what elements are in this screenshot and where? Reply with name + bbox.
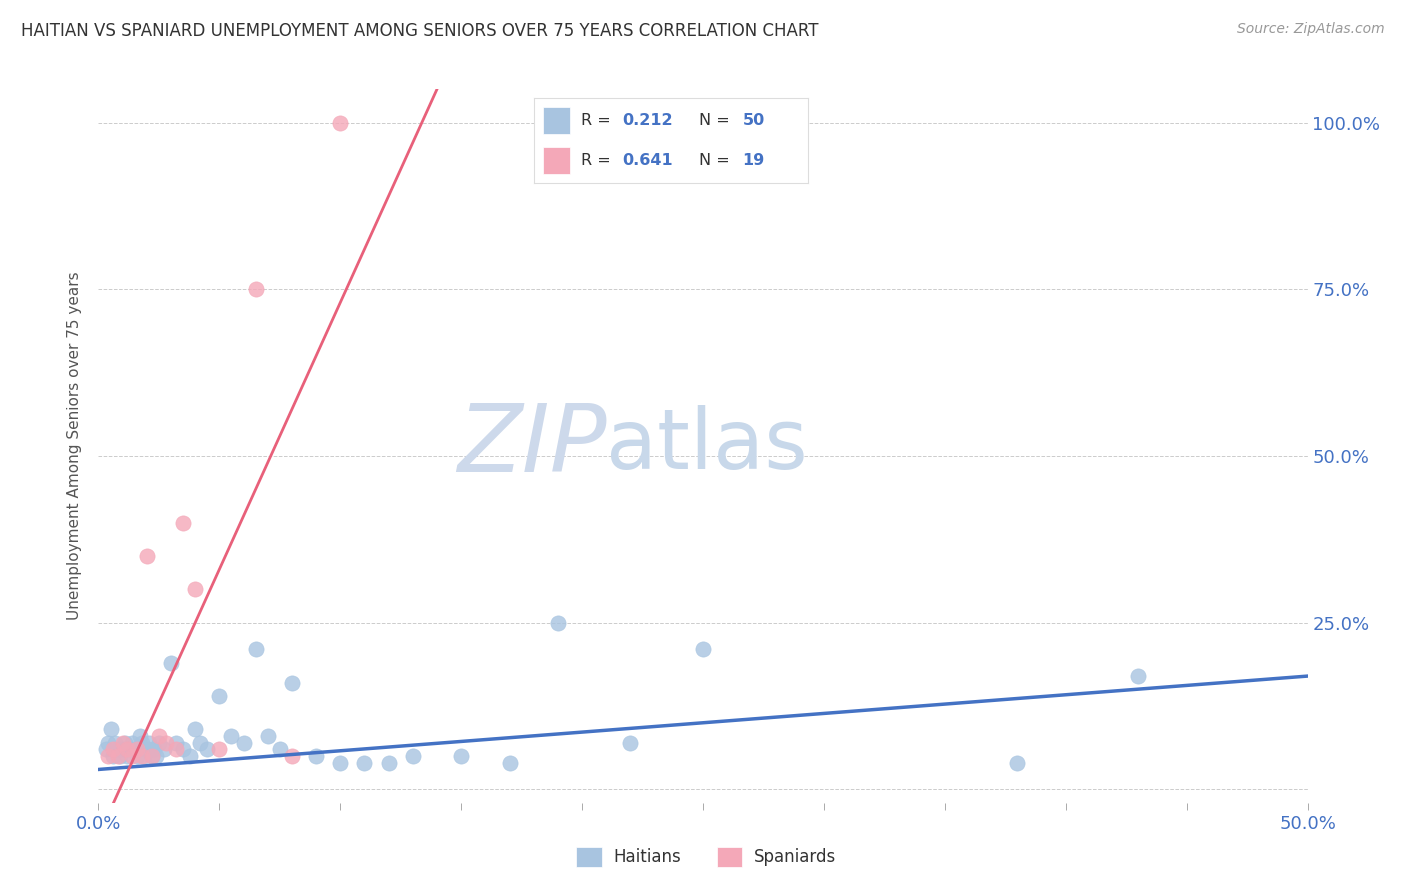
Point bbox=[165, 742, 187, 756]
Point bbox=[245, 642, 267, 657]
Text: N =: N = bbox=[699, 153, 735, 169]
Point bbox=[179, 749, 201, 764]
Point bbox=[134, 749, 156, 764]
Text: Spaniards: Spaniards bbox=[754, 848, 835, 866]
Text: R =: R = bbox=[581, 153, 616, 169]
Point bbox=[101, 749, 124, 764]
Point bbox=[111, 742, 134, 756]
Point bbox=[184, 582, 207, 597]
Point bbox=[135, 549, 157, 563]
Point bbox=[131, 749, 153, 764]
Point bbox=[450, 749, 472, 764]
Text: ZIP: ZIP bbox=[457, 401, 606, 491]
Point bbox=[118, 742, 141, 756]
Bar bbox=[543, 147, 569, 175]
Y-axis label: Unemployment Among Seniors over 75 years: Unemployment Among Seniors over 75 years bbox=[67, 272, 83, 620]
Text: atlas: atlas bbox=[606, 406, 808, 486]
Point bbox=[121, 749, 143, 764]
Point bbox=[148, 736, 170, 750]
Point bbox=[547, 615, 569, 630]
Text: HAITIAN VS SPANIARD UNEMPLOYMENT AMONG SENIORS OVER 75 YEARS CORRELATION CHART: HAITIAN VS SPANIARD UNEMPLOYMENT AMONG S… bbox=[21, 22, 818, 40]
Point bbox=[107, 742, 129, 756]
Point bbox=[619, 736, 641, 750]
Point bbox=[208, 742, 231, 756]
Point bbox=[1128, 669, 1150, 683]
Point bbox=[172, 516, 194, 530]
Point bbox=[135, 742, 157, 756]
Point bbox=[377, 756, 399, 770]
Point bbox=[305, 749, 328, 764]
Point bbox=[117, 742, 139, 756]
Point bbox=[97, 736, 120, 750]
Point bbox=[221, 729, 243, 743]
Text: Haitians: Haitians bbox=[613, 848, 681, 866]
Point bbox=[143, 742, 166, 756]
Point bbox=[281, 749, 304, 764]
Point bbox=[232, 736, 254, 750]
Text: 19: 19 bbox=[742, 153, 765, 169]
Point bbox=[117, 749, 139, 764]
Text: N =: N = bbox=[699, 112, 735, 128]
Point bbox=[188, 736, 211, 750]
Point bbox=[100, 723, 122, 737]
Point bbox=[124, 742, 146, 756]
Point bbox=[1007, 756, 1029, 770]
Point bbox=[127, 749, 149, 764]
Point bbox=[329, 115, 352, 129]
Point bbox=[353, 756, 375, 770]
Point bbox=[160, 656, 183, 670]
Point bbox=[104, 736, 127, 750]
Point bbox=[195, 742, 218, 756]
Point bbox=[402, 749, 425, 764]
Point bbox=[107, 749, 129, 764]
Point bbox=[281, 675, 304, 690]
Point bbox=[121, 736, 143, 750]
Point bbox=[97, 749, 120, 764]
Text: 50: 50 bbox=[742, 112, 765, 128]
Point bbox=[111, 736, 134, 750]
Point bbox=[131, 736, 153, 750]
Point bbox=[184, 723, 207, 737]
Point bbox=[114, 736, 136, 750]
Point bbox=[152, 742, 174, 756]
Point bbox=[101, 742, 124, 756]
Text: 0.641: 0.641 bbox=[621, 153, 672, 169]
Point bbox=[329, 756, 352, 770]
Point bbox=[155, 736, 177, 750]
Point bbox=[256, 729, 278, 743]
Point bbox=[498, 756, 520, 770]
Point bbox=[128, 729, 150, 743]
Point bbox=[141, 749, 163, 764]
Point bbox=[269, 742, 291, 756]
Text: 0.212: 0.212 bbox=[621, 112, 672, 128]
Text: Source: ZipAtlas.com: Source: ZipAtlas.com bbox=[1237, 22, 1385, 37]
Point bbox=[94, 742, 117, 756]
Point bbox=[208, 689, 231, 703]
Point bbox=[145, 749, 167, 764]
Point bbox=[108, 749, 131, 764]
Point bbox=[148, 729, 170, 743]
Point bbox=[141, 749, 163, 764]
Point bbox=[692, 642, 714, 657]
Point bbox=[138, 736, 160, 750]
Point bbox=[127, 742, 149, 756]
Point bbox=[245, 282, 267, 296]
Text: R =: R = bbox=[581, 112, 616, 128]
Point bbox=[172, 742, 194, 756]
Bar bbox=[543, 107, 569, 134]
Point bbox=[165, 736, 187, 750]
